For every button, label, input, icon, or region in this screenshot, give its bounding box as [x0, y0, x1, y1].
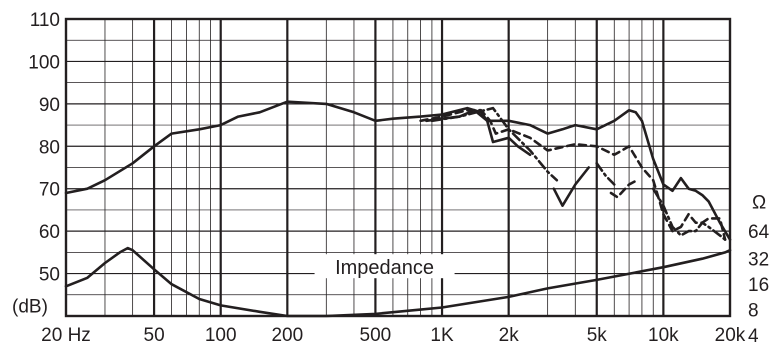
- right-tick-label: 32: [748, 250, 769, 271]
- y-tick-label: 60: [39, 222, 60, 243]
- y-tick-label: 100: [28, 52, 60, 73]
- plot-frame: [64, 17, 732, 318]
- chart-curves: [64, 100, 732, 318]
- annotation-background: [314, 254, 455, 279]
- impedance-label: Impedance: [335, 257, 434, 279]
- y-tick-label: 90: [39, 95, 60, 116]
- right-tick-label: 8: [748, 301, 759, 322]
- x-tick-label: 500: [360, 325, 392, 346]
- x-tick-label: 200: [271, 325, 303, 346]
- x-tick-label: 20 Hz: [41, 325, 91, 346]
- right-tick-label: 4: [748, 326, 759, 347]
- response-curve-3: [419, 108, 727, 241]
- x-tick-label: 100: [205, 325, 237, 346]
- response-curve-1: [64, 100, 732, 241]
- response-curve-5: [552, 166, 590, 207]
- response-curve-7: [595, 162, 616, 186]
- chart-frame: [64, 17, 732, 318]
- x-tick-label: 1K: [430, 325, 454, 346]
- y-tick-label: 70: [39, 180, 60, 201]
- y-tick-label: 80: [39, 137, 60, 158]
- response-curve-4: [430, 106, 559, 182]
- right-tick-label: 64: [748, 222, 770, 243]
- y-tick-label: 50: [39, 265, 60, 286]
- x-tick-label: 10k: [648, 325, 679, 346]
- x-tick-label: 2k: [499, 325, 520, 346]
- right-axis-label: Ω: [752, 192, 766, 213]
- response-curve-8: [651, 187, 727, 241]
- x-tick-label: 5k: [587, 325, 608, 346]
- y-axis-label: (dB): [12, 296, 48, 317]
- right-tick-label: 16: [748, 275, 769, 296]
- x-tick-label: 50: [144, 325, 165, 346]
- x-tick-label: 20k: [715, 325, 746, 346]
- y-tick-label: 110: [30, 10, 60, 31]
- chart-labels: 20 Hz 50 100 200 500 1K 2k 5k 10k 20k 110 100 90 80 70…: [12, 10, 770, 347]
- response-curve-6: [609, 178, 639, 199]
